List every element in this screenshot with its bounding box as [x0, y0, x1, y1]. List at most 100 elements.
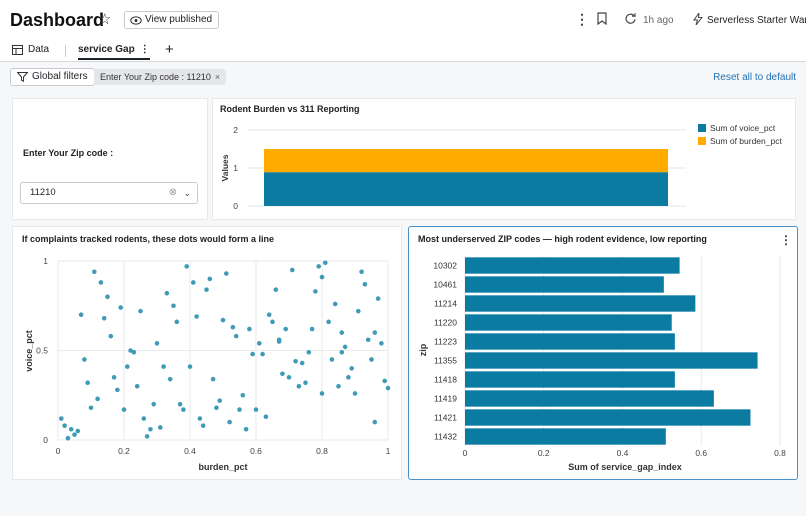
- scatter-point[interactable]: [342, 344, 348, 350]
- scatter-point[interactable]: [346, 375, 351, 380]
- scatter-point[interactable]: [62, 423, 67, 428]
- scatter-point[interactable]: [319, 274, 325, 280]
- scatter-point[interactable]: [339, 349, 345, 355]
- scatter-point[interactable]: [309, 326, 315, 332]
- scatter-point[interactable]: [108, 333, 114, 339]
- scatter-point[interactable]: [326, 319, 331, 325]
- bar[interactable]: [465, 390, 714, 407]
- scatter-point[interactable]: [158, 425, 163, 430]
- bar[interactable]: [465, 276, 664, 293]
- scatter-point[interactable]: [336, 384, 341, 389]
- bar[interactable]: [465, 371, 675, 388]
- scatter-point[interactable]: [372, 419, 378, 425]
- scatter-point[interactable]: [290, 267, 295, 273]
- scatter-point[interactable]: [144, 434, 150, 439]
- tab-kebab-icon[interactable]: ⋮: [139, 44, 150, 55]
- clear-icon[interactable]: ⊗: [168, 187, 177, 198]
- scatter-point[interactable]: [349, 366, 355, 371]
- zip-filter-input[interactable]: 11210 ⊗ ⌄: [20, 182, 198, 204]
- scatter-point[interactable]: [339, 330, 345, 335]
- scatter-point[interactable]: [243, 426, 249, 432]
- kebab-menu-icon[interactable]: ⋮: [575, 11, 589, 27]
- scatter-point[interactable]: [280, 371, 285, 377]
- bar[interactable]: [465, 409, 751, 426]
- bar[interactable]: [465, 314, 672, 331]
- scatter-point[interactable]: [299, 360, 305, 366]
- zip-filter-chip[interactable]: Enter Your Zip code : 11210 ×: [94, 69, 227, 85]
- scatter-point[interactable]: [240, 392, 246, 398]
- scatter-point[interactable]: [359, 269, 364, 275]
- scatter-point[interactable]: [379, 341, 384, 346]
- bar[interactable]: [465, 257, 680, 274]
- scatter-point[interactable]: [210, 376, 216, 382]
- scatter-point[interactable]: [220, 317, 226, 323]
- scatter-point[interactable]: [286, 375, 292, 380]
- scatter-point[interactable]: [121, 407, 127, 412]
- scatter-point[interactable]: [72, 432, 77, 437]
- scatter-point[interactable]: [214, 405, 219, 411]
- bar-segment[interactable]: [264, 172, 668, 206]
- bar[interactable]: [465, 352, 758, 369]
- chevron-down-icon[interactable]: ⌄: [183, 188, 191, 198]
- scatter-point[interactable]: [382, 378, 388, 384]
- scatter-point[interactable]: [115, 387, 120, 393]
- bar[interactable]: [465, 295, 696, 312]
- scatter-point[interactable]: [372, 330, 378, 335]
- scatter-point[interactable]: [375, 296, 381, 301]
- scatter-point[interactable]: [65, 435, 71, 441]
- scatter-point[interactable]: [141, 416, 147, 421]
- scatter-point[interactable]: [200, 423, 206, 428]
- scatter-point[interactable]: [78, 312, 84, 317]
- scatter-point[interactable]: [92, 269, 97, 275]
- scatter-point[interactable]: [75, 428, 81, 434]
- scatter-point[interactable]: [111, 375, 117, 380]
- tab-service-gap[interactable]: service Gap ⋮: [78, 44, 150, 60]
- scatter-point[interactable]: [352, 391, 358, 396]
- scatter-point[interactable]: [148, 426, 153, 432]
- scatter-point[interactable]: [270, 319, 275, 325]
- bar-segment[interactable]: [264, 149, 668, 173]
- scatter-point[interactable]: [181, 407, 186, 412]
- scatter-point[interactable]: [296, 384, 302, 389]
- scatter-point[interactable]: [151, 401, 156, 407]
- bar[interactable]: [465, 428, 666, 445]
- scatter-point[interactable]: [68, 426, 74, 432]
- scatter-point[interactable]: [184, 264, 189, 269]
- scatter-point[interactable]: [329, 357, 335, 362]
- scatter-point[interactable]: [253, 407, 259, 412]
- scatter-point[interactable]: [98, 280, 104, 285]
- scatter-point[interactable]: [217, 398, 222, 403]
- add-tab-icon[interactable]: +: [165, 41, 174, 58]
- scatter-point[interactable]: [161, 364, 166, 369]
- scatter-point[interactable]: [356, 308, 361, 314]
- view-published-button[interactable]: View published: [124, 11, 220, 29]
- scatter-point[interactable]: [260, 351, 265, 357]
- scatter-point[interactable]: [125, 364, 130, 369]
- scatter-point[interactable]: [207, 276, 213, 282]
- scatter-point[interactable]: [250, 351, 255, 357]
- scatter-point[interactable]: [273, 287, 279, 292]
- scatter-point[interactable]: [247, 326, 252, 332]
- scatter-point[interactable]: [187, 364, 193, 369]
- scatter-point[interactable]: [257, 341, 262, 346]
- scatter-point[interactable]: [319, 391, 325, 396]
- scatter-point[interactable]: [138, 308, 143, 314]
- bar[interactable]: [465, 333, 675, 350]
- scatter-point[interactable]: [332, 301, 338, 307]
- favorite-star-icon[interactable]: ☆: [98, 11, 112, 28]
- scatter-point[interactable]: [369, 357, 374, 362]
- scatter-point[interactable]: [171, 303, 176, 309]
- scatter-point[interactable]: [164, 290, 170, 296]
- scatter-point[interactable]: [313, 289, 318, 294]
- scatter-point[interactable]: [316, 264, 322, 269]
- scatter-point[interactable]: [88, 405, 94, 411]
- close-icon[interactable]: ×: [214, 72, 221, 82]
- scatter-point[interactable]: [85, 380, 90, 386]
- scatter-point[interactable]: [177, 401, 183, 407]
- scatter-point[interactable]: [134, 384, 140, 389]
- scatter-point[interactable]: [167, 376, 173, 382]
- scatter-point[interactable]: [174, 319, 180, 325]
- scatter-point[interactable]: [233, 333, 239, 339]
- scatter-point[interactable]: [266, 312, 272, 317]
- scatter-point[interactable]: [154, 341, 160, 346]
